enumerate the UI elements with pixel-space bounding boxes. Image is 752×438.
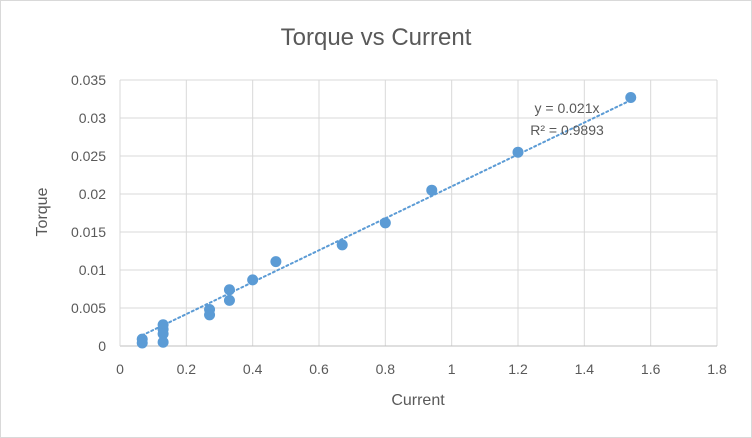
data-point <box>379 217 391 229</box>
x-tick-label: 1.8 <box>707 361 727 377</box>
data-point <box>157 328 169 340</box>
x-tick-label: 1.2 <box>508 361 528 377</box>
x-tick-label: 0 <box>116 361 124 377</box>
x-tick-label: 1 <box>448 361 456 377</box>
y-axis-ticks: 0 0.005 0.01 0.015 0.02 0.025 0.03 0.035 <box>71 72 106 354</box>
x-tick-label: 1.4 <box>575 361 595 377</box>
data-point <box>270 256 282 268</box>
y-tick-label: 0.005 <box>71 300 106 316</box>
x-tick-label: 0.2 <box>177 361 197 377</box>
data-point <box>223 284 235 296</box>
y-tick-label: 0.025 <box>71 148 106 164</box>
gridlines <box>120 79 718 346</box>
y-tick-label: 0.015 <box>71 224 106 240</box>
trendline-equation: y = 0.021x <box>535 100 600 116</box>
data-point <box>204 309 216 321</box>
data-point <box>223 294 235 306</box>
data-points <box>136 91 637 349</box>
data-point <box>336 239 348 251</box>
x-axis-title: Current <box>391 392 445 409</box>
x-tick-label: 0.4 <box>243 361 263 377</box>
x-tick-label: 1.6 <box>641 361 661 377</box>
trendline-r-squared: R² = 0.9893 <box>530 122 604 138</box>
data-point <box>625 91 637 103</box>
y-tick-label: 0.03 <box>79 110 106 126</box>
chart-title: Torque vs Current <box>281 24 472 51</box>
data-point <box>136 337 148 349</box>
x-tick-label: 0.6 <box>309 361 329 377</box>
y-tick-label: 0 <box>98 338 106 354</box>
axes <box>119 80 717 347</box>
x-tick-label: 0.8 <box>376 361 396 377</box>
x-axis-ticks: 0 0.2 0.4 0.6 0.8 1 1.2 1.4 1.6 1.8 <box>116 361 727 377</box>
data-point <box>247 274 259 286</box>
data-point <box>512 146 524 158</box>
data-point <box>426 184 438 196</box>
y-tick-label: 0.035 <box>71 72 106 88</box>
y-tick-label: 0.02 <box>79 186 106 202</box>
y-tick-label: 0.01 <box>79 262 106 278</box>
data-point <box>157 336 169 348</box>
y-axis-title: Torque <box>34 187 51 236</box>
